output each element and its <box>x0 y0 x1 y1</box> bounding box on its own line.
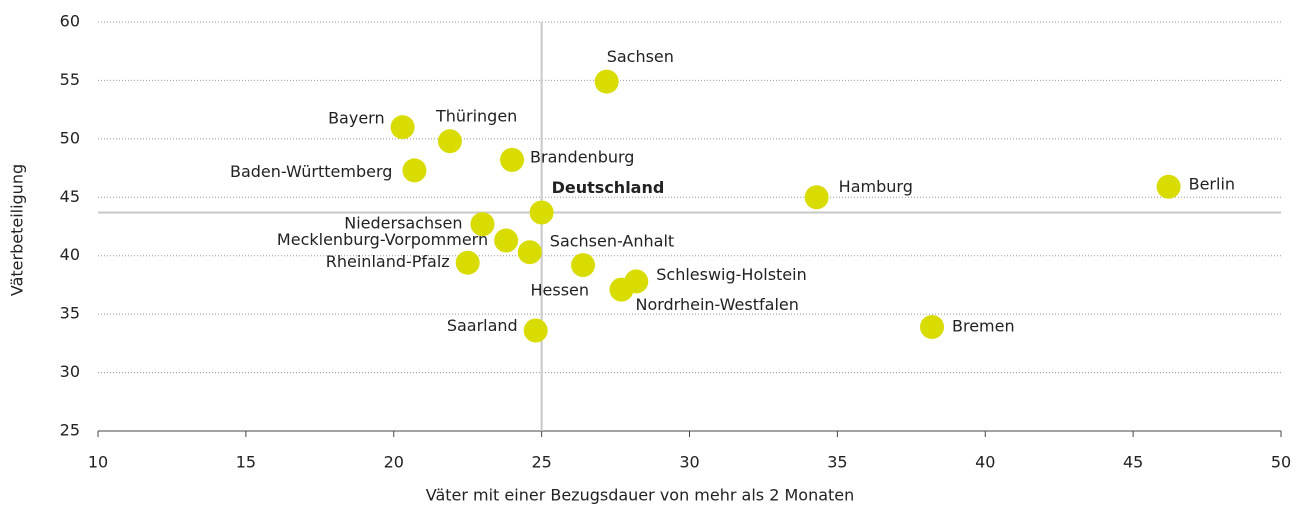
point <box>609 277 634 302</box>
point-label: Baden-Württemberg <box>230 162 392 181</box>
point-label: Brandenburg <box>530 147 634 166</box>
x-axis-label: Väter mit einer Bezugsdauer von mehr als… <box>426 486 855 505</box>
y-tick-label: 40 <box>60 245 80 264</box>
point-label: Berlin <box>1189 174 1235 193</box>
point-label: Deutschland <box>552 178 665 197</box>
point-label: Mecklenburg-Vorpommern <box>277 230 488 249</box>
point-label: Bremen <box>952 316 1015 335</box>
point <box>594 69 619 94</box>
x-tick-label: 30 <box>679 453 699 472</box>
point-label: Hessen <box>530 281 589 300</box>
x-tick-label: 40 <box>975 453 995 472</box>
point-label: Saarland <box>447 316 518 335</box>
point <box>517 240 542 265</box>
point <box>1156 174 1181 199</box>
point <box>390 115 415 140</box>
point-label: Rheinland-Pfalz <box>326 252 450 271</box>
point <box>920 314 945 339</box>
x-tick-label: 35 <box>827 453 847 472</box>
y-tick-label: 35 <box>60 304 80 323</box>
point-label: Schleswig-Holstein <box>656 265 806 284</box>
x-tick-label: 50 <box>1271 453 1291 472</box>
y-tick-label: 50 <box>60 128 80 147</box>
x-tick-label: 15 <box>236 453 256 472</box>
point <box>455 250 480 275</box>
x-tick-label: 10 <box>88 453 108 472</box>
y-tick-label: 25 <box>60 421 80 440</box>
y-tick-label: 45 <box>60 187 80 206</box>
point <box>494 228 519 253</box>
point-label: Sachsen <box>607 47 674 66</box>
y-tick-label: 55 <box>60 70 80 89</box>
point-label: Thüringen <box>435 107 517 126</box>
x-tick-label: 45 <box>1123 453 1143 472</box>
point <box>500 147 525 172</box>
y-tick-label: 60 <box>60 12 80 31</box>
point-label: Bayern <box>328 109 385 128</box>
point-label: Nordrhein-Westfalen <box>635 295 798 314</box>
point <box>804 185 829 210</box>
point <box>437 129 462 154</box>
point-label: Hamburg <box>839 177 913 196</box>
x-tick-label: 20 <box>384 453 404 472</box>
point <box>523 318 548 343</box>
point-label: Sachsen-Anhalt <box>550 232 674 251</box>
point <box>470 212 495 237</box>
point <box>529 200 554 225</box>
y-tick-label: 30 <box>60 362 80 381</box>
point <box>571 253 596 278</box>
x-tick-label: 25 <box>531 453 551 472</box>
y-axis-label: Väterbeteiligung <box>8 164 27 296</box>
point-label: Niedersachsen <box>344 214 462 233</box>
point <box>402 158 427 183</box>
